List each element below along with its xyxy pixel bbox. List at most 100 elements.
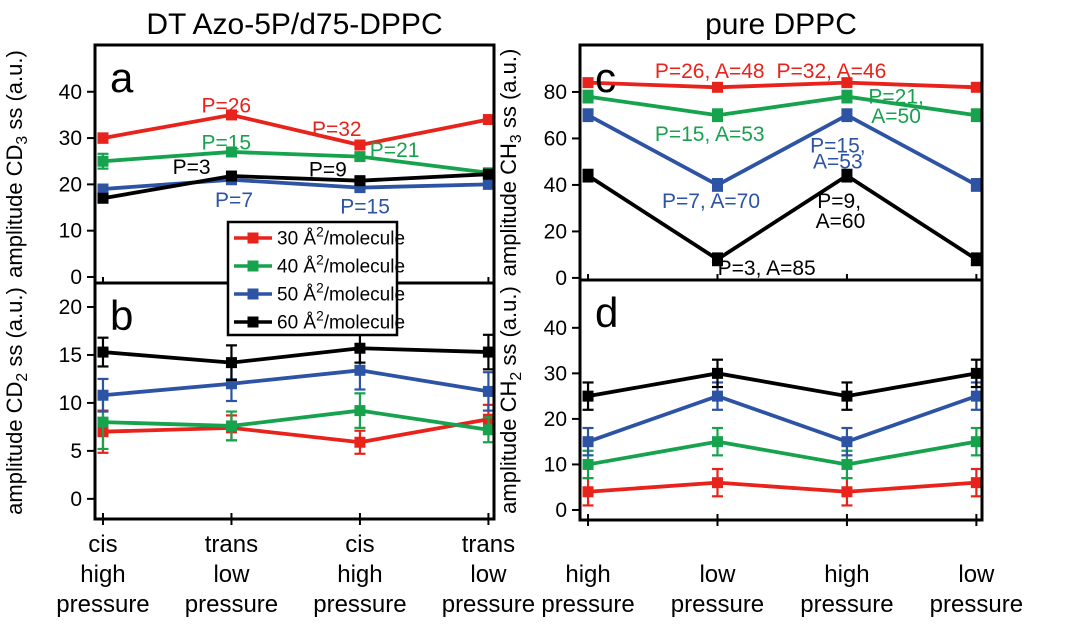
series-line	[587, 371, 977, 399]
y-tick-label: 0	[555, 267, 567, 290]
data-point-marker	[354, 182, 366, 194]
legend-label: 30 Å2​/molecule	[277, 225, 405, 250]
series-40-c	[582, 89, 982, 123]
data-point-marker	[582, 436, 594, 448]
data-point-marker	[97, 155, 109, 167]
annotation-label: P=15	[340, 196, 390, 219]
x-category-label: pressure	[442, 591, 535, 618]
data-point-marker	[354, 364, 366, 376]
data-point-marker	[582, 486, 594, 498]
x-category-label: trans	[462, 531, 515, 558]
panel-letter-b: b	[110, 292, 133, 339]
x-category-label: high	[565, 561, 610, 588]
data-point-marker	[841, 436, 853, 448]
data-point-marker	[482, 385, 494, 397]
data-point-marker	[482, 346, 494, 358]
y-axis-label-a: amplitude CD3​ ss (a.u.)	[2, 50, 31, 278]
annotation-label: A=53	[813, 151, 863, 174]
x-category-label: cis	[88, 531, 117, 558]
annotation-label: P=15	[201, 132, 251, 155]
x-category-label: pressure	[56, 591, 149, 618]
data-point-marker	[482, 178, 494, 190]
y-tick-label: 20	[544, 408, 567, 431]
data-point-marker	[970, 390, 982, 402]
series-50-c	[582, 108, 982, 192]
legend-label: 60 Å2​/molecule	[277, 309, 405, 334]
annotation-label: P=21	[370, 139, 420, 162]
annotation-label: P=7	[215, 189, 253, 212]
data-point-marker	[841, 91, 853, 103]
data-point-marker	[970, 367, 982, 379]
plot-area-d	[580, 280, 982, 520]
legend-item-1: 40 Å2​/molecule	[234, 253, 405, 278]
data-point-marker	[711, 179, 723, 191]
data-point-marker	[97, 183, 109, 195]
annotation-label: P=26, A=48	[655, 60, 765, 83]
x-category-label: pressure	[185, 591, 278, 618]
y-tick-label: 80	[544, 81, 567, 104]
series-line	[587, 439, 977, 467]
legend-item-3: 60 Å2​/molecule	[234, 309, 405, 334]
data-point-marker	[482, 424, 494, 436]
panel-letter-d: d	[595, 289, 618, 336]
panel-d: 0 10 20 30 40 d amplitude CH2​ ss (a.u.) high pr…	[496, 278, 1023, 618]
y-tick-label: 40	[544, 174, 567, 197]
x-category-label: pressure	[671, 591, 764, 618]
annotation-label: P=3, A=85	[718, 257, 816, 280]
panel-letter-c: c	[595, 54, 616, 101]
data-point-marker	[711, 390, 723, 402]
legend-item-0: 30 Å2​/molecule	[234, 225, 405, 250]
y-axis-label-d: amplitude CH2​ ss (a.u.)	[496, 286, 525, 514]
x-category-label: cis	[345, 531, 374, 558]
y-tick-label: 60	[544, 127, 567, 150]
left-chart-title: DT Azo-5P/d75-DPPC	[146, 8, 443, 41]
data-point-marker	[711, 477, 723, 489]
data-point-marker	[970, 477, 982, 489]
plot-border-d	[578, 278, 984, 522]
data-point-marker	[582, 91, 594, 103]
data-point-marker	[97, 346, 109, 358]
series-line	[102, 368, 489, 398]
legend: 30 Å2​/molecule 40 Å2​/molecule 50 Å2​/mol…	[226, 220, 405, 337]
data-point-marker	[354, 436, 366, 448]
series-line	[587, 113, 978, 188]
data-point-marker	[97, 192, 109, 204]
data-point-marker	[711, 367, 723, 379]
series-line	[587, 173, 978, 262]
x-category-label: low	[470, 561, 507, 588]
series-line	[102, 112, 489, 147]
x-category-label: high	[337, 561, 382, 588]
x-category-label: pressure	[313, 591, 406, 618]
x-category-label: pressure	[800, 591, 893, 618]
series-line	[102, 177, 489, 191]
x-category-label: pressure	[541, 591, 634, 618]
series-line	[587, 394, 978, 444]
data-point-marker	[225, 170, 237, 182]
series-line	[587, 480, 977, 494]
y-tick-label: 40	[59, 81, 82, 104]
y-tick-label: 10	[59, 220, 82, 243]
annotation-label: A=60	[816, 210, 866, 233]
data-point-marker	[711, 253, 723, 265]
y-tick-label: 30	[59, 127, 82, 150]
data-point-marker	[225, 420, 237, 432]
x-category-label: low	[213, 561, 250, 588]
series-line	[102, 172, 489, 201]
data-point-marker	[970, 436, 982, 448]
data-point-marker	[354, 342, 366, 354]
data-point-marker	[970, 253, 982, 265]
annotation-label: P=3	[173, 156, 211, 179]
data-point-marker	[970, 109, 982, 121]
legend-marker	[247, 232, 259, 244]
y-tick-label: 20	[59, 296, 82, 319]
series-60-a	[97, 168, 494, 204]
annotation-label: P=15,	[810, 134, 865, 157]
data-point-marker	[225, 357, 237, 369]
x-category-label: pressure	[930, 591, 1023, 618]
legend-marker	[247, 316, 259, 328]
data-point-marker	[711, 109, 723, 121]
y-tick-label: 15	[59, 344, 82, 367]
series-line	[102, 417, 489, 445]
